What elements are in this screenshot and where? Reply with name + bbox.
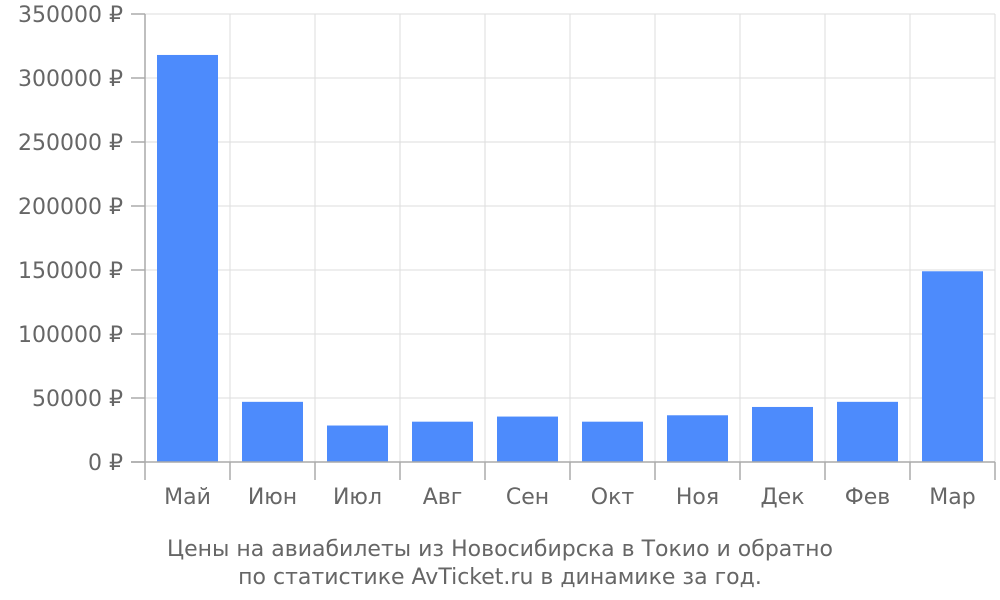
bar xyxy=(752,406,813,462)
x-tick-label: Сен xyxy=(506,485,549,510)
x-tick-label: Июн xyxy=(248,485,297,510)
x-tick-label: Окт xyxy=(591,485,635,510)
y-tick-label: 350000 ₽ xyxy=(18,3,123,28)
x-tick-label: Май xyxy=(164,485,211,510)
bar xyxy=(837,401,898,462)
x-tick-label: Авг xyxy=(423,485,463,510)
x-axis-tick-labels: Май Июн Июл Авг Сен Окт Ноя Дек Фев Мар xyxy=(164,485,976,510)
y-tick-label: 50000 ₽ xyxy=(32,387,123,412)
bar xyxy=(667,415,728,462)
y-axis-tick-labels: 0 ₽ 50000 ₽ 100000 ₽ 150000 ₽ 200000 ₽ 250000… xyxy=(18,3,123,476)
bar xyxy=(582,421,643,462)
y-tick-label: 100000 ₽ xyxy=(18,323,123,348)
x-tick-label: Июл xyxy=(333,485,382,510)
x-tick-label: Фев xyxy=(845,485,890,510)
chart-caption-line-1: Цены на авиабилеты из Новосибирска в Ток… xyxy=(167,537,833,562)
bar xyxy=(242,401,303,462)
x-tick-label: Мар xyxy=(929,485,975,510)
x-tick-label: Ноя xyxy=(676,485,719,510)
bars xyxy=(157,54,983,463)
bar xyxy=(327,425,388,462)
chart-caption-line-2: по статистике AvTicket.ru в динамике за … xyxy=(238,565,762,590)
bar xyxy=(497,416,558,462)
bar xyxy=(157,54,218,463)
y-tick-label: 200000 ₽ xyxy=(18,195,123,220)
bar xyxy=(922,271,983,462)
x-tick-label: Дек xyxy=(760,485,804,510)
bar xyxy=(412,421,473,462)
y-tick-label: 150000 ₽ xyxy=(18,259,123,284)
y-tick-label: 300000 ₽ xyxy=(18,67,123,92)
grid-lines xyxy=(144,13,996,463)
y-tick-label: 0 ₽ xyxy=(88,451,123,476)
axes xyxy=(131,13,996,480)
y-tick-label: 250000 ₽ xyxy=(18,131,123,156)
